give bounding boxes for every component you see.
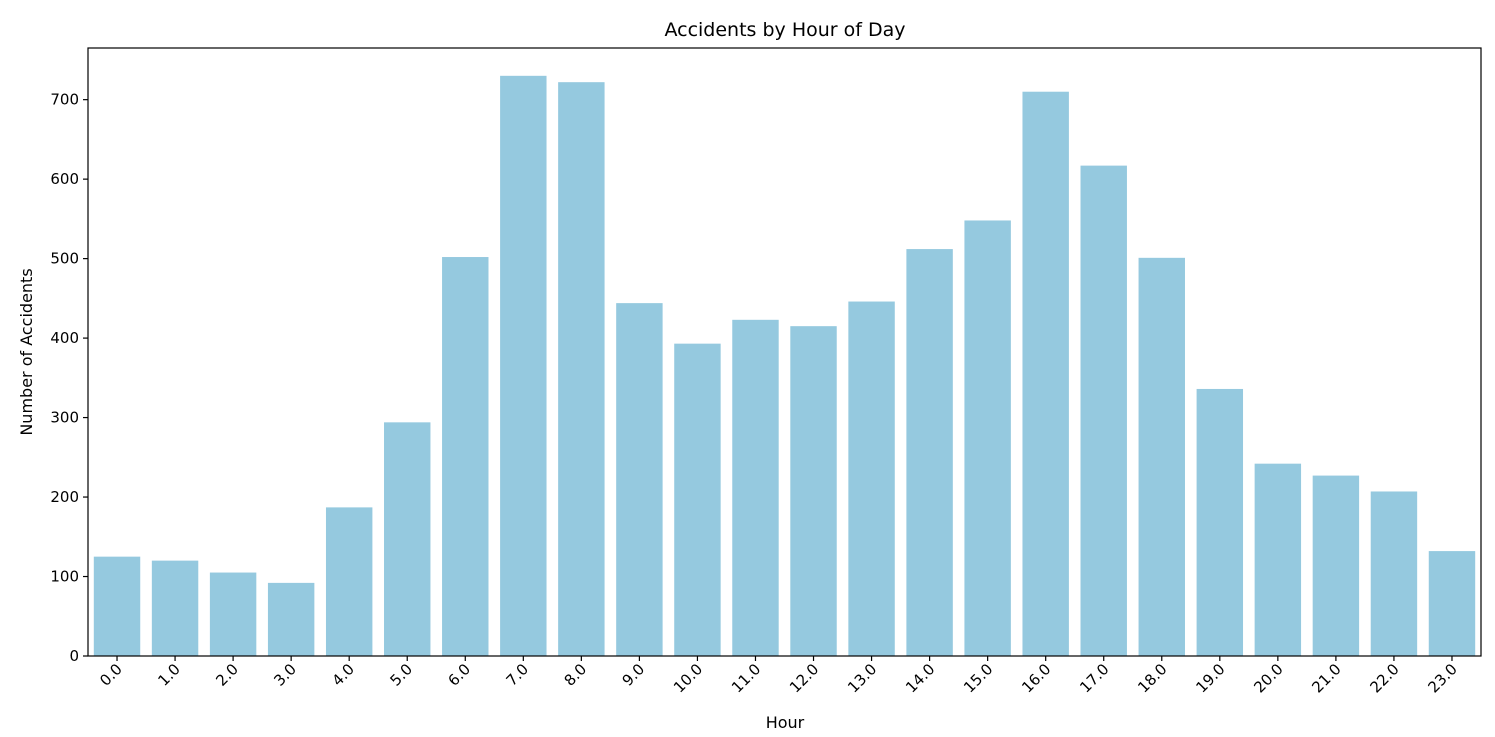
x-tick-label: 6.0 bbox=[445, 660, 475, 690]
x-tick-label: 10.0 bbox=[670, 660, 706, 696]
bar-0.0 bbox=[93, 556, 141, 656]
x-tick-label: 18.0 bbox=[1134, 660, 1170, 696]
x-tick-label: 0.0 bbox=[96, 660, 126, 690]
plot-frame bbox=[87, 47, 1482, 657]
x-tick-label: 9.0 bbox=[619, 660, 649, 690]
x-tick-label: 22.0 bbox=[1366, 660, 1402, 696]
bar-11.0 bbox=[732, 319, 779, 656]
y-tick-label: 500 bbox=[50, 250, 79, 268]
x-tick-label: 19.0 bbox=[1192, 660, 1228, 696]
bar-2.0 bbox=[209, 572, 257, 656]
y-axis-label: Number of Accidents bbox=[17, 268, 36, 435]
y-axis: 0 100 200 300 400 500 600 700 bbox=[50, 91, 88, 665]
bar-16.0 bbox=[1022, 91, 1069, 657]
bar-15.0 bbox=[964, 220, 1011, 656]
bars-group bbox=[93, 75, 1476, 657]
x-tick-label: 8.0 bbox=[561, 660, 591, 690]
y-tick-label: 400 bbox=[50, 329, 79, 347]
x-tick-label: 3.0 bbox=[270, 660, 300, 690]
bar-18.0 bbox=[1138, 257, 1185, 656]
x-tick-label: 21.0 bbox=[1308, 660, 1344, 696]
x-tick-label: 7.0 bbox=[503, 660, 533, 690]
bar-9.0 bbox=[616, 303, 663, 656]
x-tick-label: 13.0 bbox=[844, 660, 880, 696]
x-axis-label: Hour bbox=[766, 713, 805, 732]
bar-19.0 bbox=[1196, 388, 1244, 656]
x-tick-label: 5.0 bbox=[386, 660, 416, 690]
bar-1.0 bbox=[151, 560, 199, 656]
x-tick-label: 16.0 bbox=[1018, 660, 1054, 696]
y-tick-label: 600 bbox=[50, 170, 79, 188]
x-tick-label: 14.0 bbox=[902, 660, 938, 696]
bar-12.0 bbox=[790, 326, 837, 656]
bar-4.0 bbox=[325, 507, 373, 656]
x-tick-label: 1.0 bbox=[154, 660, 184, 690]
bar-13.0 bbox=[848, 301, 895, 656]
bar-10.0 bbox=[674, 343, 721, 656]
x-tick-label: 20.0 bbox=[1250, 660, 1286, 696]
y-tick-label: 700 bbox=[50, 91, 79, 109]
y-tick-label: 0 bbox=[69, 647, 79, 665]
bar-14.0 bbox=[906, 249, 953, 656]
bar-20.0 bbox=[1254, 463, 1302, 656]
x-tick-label: 23.0 bbox=[1424, 660, 1460, 696]
bar-5.0 bbox=[384, 422, 431, 656]
x-tick-label: 17.0 bbox=[1076, 660, 1112, 696]
bar-3.0 bbox=[267, 582, 315, 656]
bar-7.0 bbox=[500, 75, 547, 656]
x-tick-label: 4.0 bbox=[328, 660, 358, 690]
y-tick-label: 100 bbox=[50, 568, 79, 586]
bar-21.0 bbox=[1312, 475, 1360, 656]
x-axis: 0.0 1.0 2.0 3.0 4.0 5.0 6.0 7.0 8.0 9.0 10.0 11.0 12… bbox=[96, 656, 1461, 696]
chart-title: Accidents by Hour of Day bbox=[664, 19, 905, 41]
bar-23.0 bbox=[1428, 551, 1476, 656]
bar-6.0 bbox=[442, 257, 489, 656]
x-tick-label: 15.0 bbox=[960, 660, 996, 696]
x-tick-label: 12.0 bbox=[786, 660, 822, 696]
bar-22.0 bbox=[1370, 491, 1418, 656]
x-tick-label: 2.0 bbox=[212, 660, 242, 690]
y-tick-label: 300 bbox=[50, 409, 79, 427]
y-tick-label: 200 bbox=[50, 488, 79, 506]
x-tick-label: 11.0 bbox=[728, 660, 764, 696]
bar-17.0 bbox=[1080, 165, 1127, 656]
bar-8.0 bbox=[558, 82, 605, 656]
